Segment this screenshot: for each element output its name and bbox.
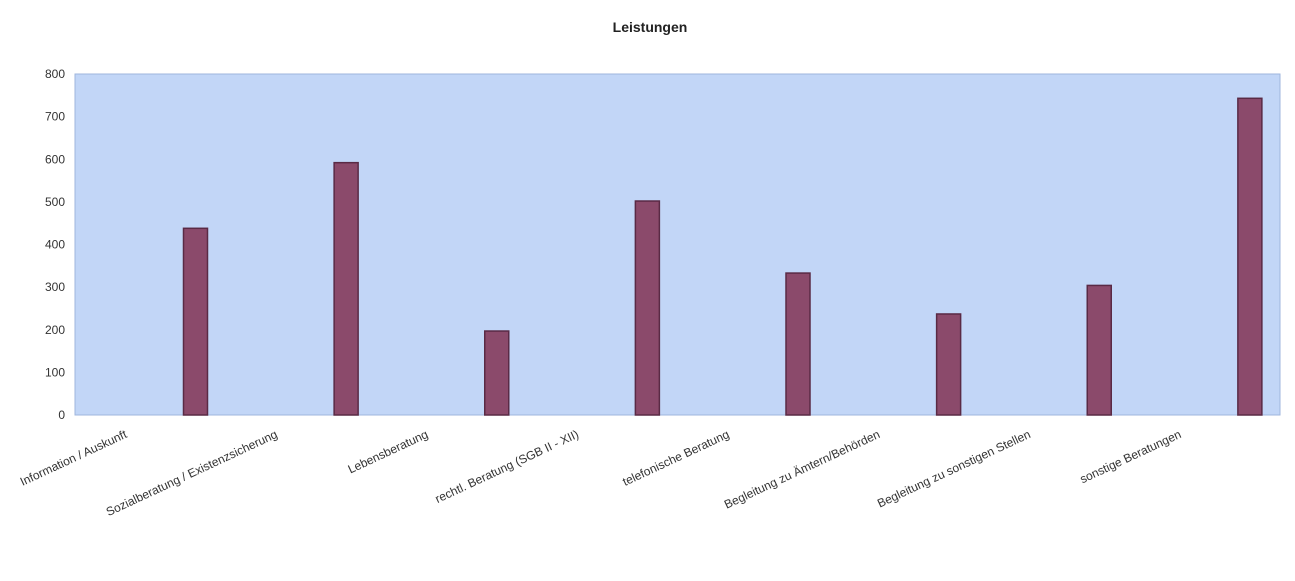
- y-tick-label: 100: [45, 365, 65, 379]
- bar: [785, 272, 811, 416]
- y-axis: 0 100 200 300 400 500 600 700 800: [45, 67, 65, 422]
- x-tick-label: telefonische Beratung: [620, 427, 731, 489]
- x-tick-label: Sozialberatung / Existenzsicherung: [104, 427, 280, 519]
- bars-group: [182, 97, 1263, 416]
- y-tick-label: 800: [45, 67, 65, 81]
- x-tick-label: Begleitung zu sonstigen Stellen: [875, 427, 1033, 510]
- y-tick-label: 500: [45, 195, 65, 209]
- plot-area: [74, 73, 1281, 416]
- bar: [634, 200, 661, 416]
- y-tick-label: 300: [45, 280, 65, 294]
- x-tick-label: Begleitung zu Ämtern/Behörden: [722, 427, 882, 512]
- bar: [333, 161, 359, 416]
- bar: [182, 227, 209, 416]
- y-tick-label: 700: [45, 110, 65, 124]
- y-tick-label: 400: [45, 238, 65, 252]
- y-tick-label: 200: [45, 323, 65, 337]
- bar: [484, 330, 510, 416]
- x-tick-label: rechtl. Beratung (SGB II - XII): [433, 427, 581, 506]
- bar: [1086, 284, 1112, 416]
- x-tick-label: Information / Auskunft: [18, 427, 130, 489]
- bar: [935, 313, 962, 416]
- chart-title: Leistungen: [613, 19, 688, 35]
- y-tick-label: 0: [58, 408, 65, 422]
- bar: [1237, 97, 1263, 416]
- x-tick-label: Lebensberatung: [346, 427, 431, 476]
- x-tick-label: sonstige Beratungen: [1078, 427, 1184, 486]
- y-tick-label: 600: [45, 152, 65, 166]
